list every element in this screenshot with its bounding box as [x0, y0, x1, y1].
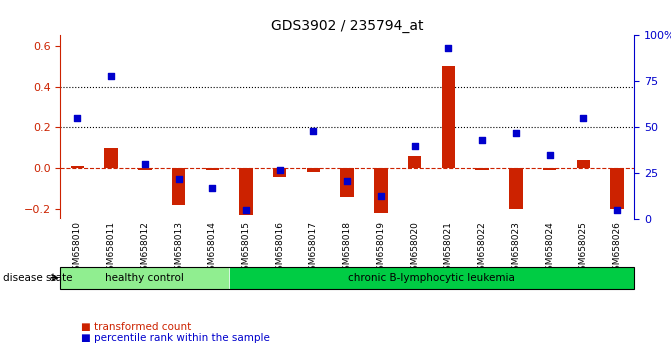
- Bar: [476, 169, 489, 170]
- Point: [140, 161, 150, 167]
- Bar: [138, 169, 152, 170]
- Bar: [576, 160, 590, 169]
- Bar: [104, 148, 118, 169]
- Bar: [509, 169, 523, 209]
- Point: [72, 115, 83, 121]
- Point: [274, 167, 285, 173]
- Point: [241, 207, 252, 213]
- Bar: [611, 169, 624, 209]
- Point: [409, 143, 420, 149]
- Text: disease state: disease state: [3, 273, 73, 283]
- Bar: [273, 169, 287, 177]
- Point: [173, 176, 184, 182]
- Bar: [172, 169, 185, 205]
- Bar: [408, 156, 421, 169]
- Bar: [543, 169, 556, 170]
- Point: [443, 45, 454, 51]
- Point: [578, 115, 589, 121]
- Point: [105, 73, 116, 79]
- Point: [511, 130, 521, 136]
- Bar: [442, 66, 455, 169]
- Bar: [205, 169, 219, 170]
- Bar: [340, 169, 354, 197]
- Bar: [307, 169, 320, 172]
- Point: [308, 128, 319, 134]
- Text: chronic B-lymphocytic leukemia: chronic B-lymphocytic leukemia: [348, 273, 515, 283]
- Point: [612, 207, 623, 213]
- Bar: [60, 267, 229, 289]
- Text: ■ percentile rank within the sample: ■ percentile rank within the sample: [81, 333, 269, 343]
- Title: GDS3902 / 235794_at: GDS3902 / 235794_at: [271, 19, 423, 33]
- Point: [477, 137, 488, 143]
- Bar: [70, 166, 84, 169]
- Point: [376, 193, 386, 198]
- Bar: [374, 169, 388, 213]
- Bar: [240, 169, 253, 215]
- Point: [342, 178, 353, 184]
- Bar: [229, 267, 634, 289]
- Text: ■ transformed count: ■ transformed count: [81, 322, 191, 332]
- Point: [544, 152, 555, 158]
- Text: healthy control: healthy control: [105, 273, 185, 283]
- Point: [207, 185, 217, 191]
